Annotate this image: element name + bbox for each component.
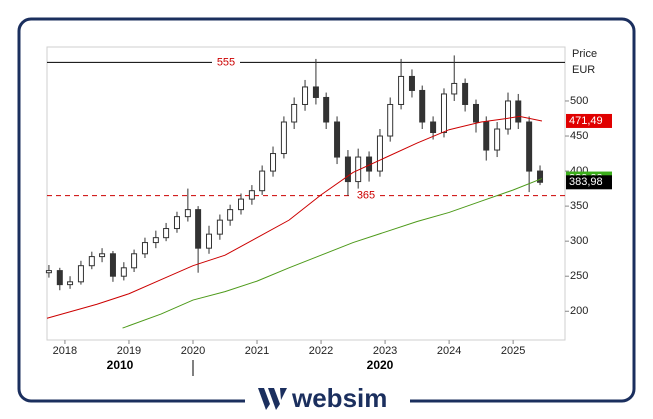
candle-body (259, 170, 266, 192)
candle-body (141, 242, 148, 255)
x-tick-label: 2023 (373, 345, 397, 357)
y-tick-label: 350 (570, 200, 588, 212)
candle-body (45, 270, 52, 274)
candle-body (302, 86, 309, 105)
candle-body (216, 219, 223, 235)
level-label: 365 (357, 190, 375, 202)
candle-body (99, 253, 106, 258)
candle-body (387, 103, 394, 137)
candle-body (152, 237, 159, 244)
candle-body (323, 96, 330, 123)
candle-body (440, 93, 447, 134)
y-unit: EUR (572, 64, 595, 76)
x-tick-label: 2020 (181, 345, 205, 357)
logo-icon (258, 388, 287, 410)
candle-body (537, 170, 544, 183)
candle-body (77, 265, 84, 283)
candle-body (344, 156, 351, 183)
level-label-bg (212, 56, 240, 69)
y-tick-label: 450 (570, 130, 588, 142)
price-tag-label: 471,49 (569, 115, 603, 127)
y-tick-label: 250 (570, 270, 588, 282)
era-label: 2010 (107, 358, 134, 372)
candle-body (227, 209, 234, 221)
candle-body (494, 128, 501, 151)
x-tick-label: 2019 (117, 345, 141, 357)
candle-body (451, 82, 458, 95)
candle-body (505, 100, 512, 130)
candle-body (291, 103, 298, 123)
candle-body (67, 281, 74, 286)
candle-body (238, 198, 245, 211)
x-tick-label: 2018 (53, 345, 77, 357)
candle-body (483, 121, 490, 151)
candle-body (195, 209, 202, 249)
candle-body (120, 267, 127, 277)
candle-body (56, 270, 63, 286)
era-label: 2020 (367, 358, 394, 372)
candle-body (173, 216, 180, 230)
level-label-bg (352, 189, 380, 202)
x-tick-label: 2024 (437, 345, 461, 357)
candle-body (515, 100, 522, 123)
candle-body (280, 121, 287, 155)
candle-body (398, 75, 405, 105)
moving-average (46, 115, 543, 319)
candle-body (472, 103, 479, 123)
price-tag-label: 383,98 (569, 176, 603, 188)
logo-text: websim (291, 383, 387, 413)
candle-body (184, 209, 191, 218)
candle-body (462, 82, 469, 105)
price-tag (566, 113, 612, 128)
moving-average (122, 178, 543, 329)
candle-body (312, 86, 319, 98)
y-tick-label: 500 (570, 95, 588, 107)
x-tick-label: 2022 (309, 345, 333, 357)
price-tag (566, 175, 612, 190)
y-tick-label: 300 (570, 235, 588, 247)
candle-body (248, 190, 255, 200)
candle-body (526, 121, 533, 172)
candle-body (334, 121, 341, 158)
candle-body (163, 228, 170, 239)
candle-body (419, 89, 426, 123)
candle-body (376, 135, 383, 172)
candle-body (270, 153, 277, 172)
y-label: Price (572, 48, 597, 60)
candle-body (88, 256, 95, 267)
candle-body (430, 121, 437, 134)
candle-body (205, 233, 212, 249)
candle-body (408, 75, 415, 91)
candle-body (131, 253, 138, 269)
level-label: 555 (217, 56, 235, 68)
x-tick-label: 2021 (245, 345, 269, 357)
candle-body (109, 253, 116, 277)
y-tick-label: 200 (570, 305, 588, 317)
x-tick-label: 2025 (501, 345, 525, 357)
